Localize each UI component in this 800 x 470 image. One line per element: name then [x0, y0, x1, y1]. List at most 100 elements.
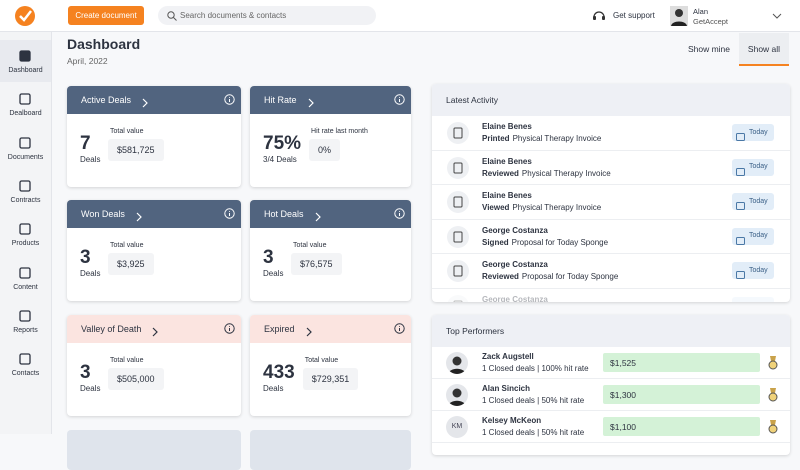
stat-card[interactable]: Hit Rate 75% 3/4 Deals Hit rate last month 0…	[250, 86, 411, 187]
performer-value: $1,100	[610, 422, 636, 432]
activity-action: Signed	[482, 237, 509, 247]
sidebar-label: Contacts	[11, 370, 40, 378]
performer-row[interactable]: Zack Augstell 1 Closed deals | 100% hit r…	[432, 347, 790, 379]
activity-object: Physical Therapy Invoice	[512, 203, 602, 213]
sidebar-item[interactable]: Reports	[0, 300, 51, 342]
info-icon	[394, 321, 405, 339]
card-placeholder	[67, 430, 241, 470]
sidebar-label: Contracts	[10, 196, 41, 204]
medal-icon	[768, 356, 778, 375]
activity-name: George Costanza	[482, 295, 548, 302]
info-icon	[224, 206, 235, 224]
small-value: 0%	[309, 139, 341, 161]
activity-object: Proposal for Today Sponge	[511, 237, 609, 247]
performer-avatar	[446, 384, 468, 406]
date-pill: Today	[732, 262, 774, 280]
sidebar-item[interactable]: Products	[0, 213, 51, 255]
support-link[interactable]: Get support	[613, 11, 655, 20]
info-icon	[224, 321, 235, 339]
date-text: Today	[749, 232, 768, 240]
performer-value-bar: $1,300	[603, 385, 760, 404]
sidebar-label: Dashboard	[8, 67, 43, 74]
performer-avatar: KM	[446, 416, 468, 438]
logo[interactable]	[14, 5, 36, 27]
activity-row[interactable]: George Costanza Signed Proposal for Today …	[432, 220, 790, 255]
sidebar-item[interactable]: Contracts	[0, 170, 51, 212]
activity-icon	[446, 225, 470, 254]
small-label: Total value	[293, 242, 327, 249]
activity-name: Elaine Benes	[482, 156, 532, 166]
date-pill: Today	[732, 158, 774, 176]
activity-icon	[446, 190, 470, 219]
small-value: $581,725	[108, 139, 164, 161]
activity-detail: Reviewed Physical Therapy Invoice	[482, 169, 611, 178]
sidebar-label: Content	[13, 283, 38, 291]
medal-icon	[768, 388, 778, 407]
activity-object: Proposal for Today Sponge	[521, 272, 619, 282]
card-header: Won Deals	[67, 200, 241, 228]
search-box[interactable]: Search documents & contacts	[158, 6, 376, 25]
create-document-button[interactable]: Create document	[68, 6, 144, 25]
date-text: Today	[749, 302, 768, 303]
small-value: $505,000	[108, 368, 164, 390]
sidebar-item[interactable]: Dashboard	[0, 40, 51, 82]
small-label: Total value	[110, 128, 144, 135]
card-header: Active Deals	[67, 86, 241, 114]
date-text: Today	[749, 163, 768, 171]
activity-row[interactable]: Elaine Benes Reviewed Physical Therapy Inv…	[432, 151, 790, 186]
activity-row[interactable]: George CostanzaViewedProposal for Today …	[432, 289, 790, 302]
sidebar-item[interactable]: Content	[0, 257, 51, 299]
sidebar-item[interactable]: Documents	[0, 127, 51, 169]
activity-row[interactable]: George Costanza Reviewed Proposal for Toda…	[432, 254, 790, 289]
sidebar-icon	[18, 352, 32, 371]
performer-row[interactable]: Alan Sincich 1 Closed deals | 50% hit rat…	[432, 379, 790, 411]
card-chevron	[305, 324, 313, 342]
card-title: Hot Deals	[264, 209, 304, 219]
card-title: Hit Rate	[264, 95, 297, 105]
card-chevron	[151, 324, 159, 342]
stat-card[interactable]: Expired 433 Deals Total value $729,351	[250, 315, 411, 416]
sidebar-item[interactable]: Dealboard	[0, 83, 51, 125]
activity-row[interactable]: Elaine Benes Printed Physical Therapy Invo…	[432, 116, 790, 151]
stat-card[interactable]: Active Deals 7 Deals Total value $581,725	[67, 86, 241, 187]
activity-detail: Reviewed Proposal for Today Sponge	[482, 272, 618, 281]
performer-name: Zack Augstell	[482, 352, 534, 361]
stat-card[interactable]: Valley of Death 3 Deals Total value $505,000	[67, 315, 241, 416]
user-menu-chevron[interactable]	[772, 12, 782, 20]
performer-row[interactable]: KM Kelsey McKeon 1 Closed deals | 50% hit …	[432, 411, 790, 443]
date-pill: Today	[732, 297, 774, 302]
search-placeholder: Search documents & contacts	[180, 11, 287, 20]
tab[interactable]: Show all	[739, 33, 789, 66]
activity-action: Reviewed	[482, 272, 519, 282]
panel-title: Latest Activity	[446, 95, 498, 105]
performer-value: $1,300	[610, 390, 636, 400]
big-number: 75%	[263, 133, 302, 154]
performer-name: Alan Sincich	[482, 384, 531, 393]
date-pill: Today	[732, 227, 774, 245]
performer-stats: 1 Closed deals | 50% hit rate	[482, 396, 585, 405]
date-text: Today	[749, 266, 768, 274]
user-avatar[interactable]	[670, 6, 688, 26]
sidebar-label: Documents	[7, 153, 44, 161]
performer-value-bar: $1,100	[603, 417, 760, 436]
tab[interactable]: Show mine	[687, 44, 731, 54]
stat-card[interactable]: Hot Deals 3 Deals Total value $76,575	[250, 200, 411, 301]
top-bar: Create document Search documents & conta…	[0, 0, 800, 32]
card-header: Valley of Death	[67, 315, 241, 343]
page-subtitle: April, 2022	[67, 56, 108, 66]
sidebar-icon	[18, 309, 32, 328]
sidebar-item[interactable]: Contacts	[0, 343, 51, 385]
stat-card[interactable]: Won Deals 3 Deals Total value $3,925	[67, 200, 241, 301]
card-title: Won Deals	[81, 209, 125, 219]
activity-icon	[446, 294, 470, 302]
card-title: Valley of Death	[81, 324, 142, 334]
info-icon	[394, 92, 405, 110]
card-chevron	[135, 209, 143, 227]
big-label: Deals	[263, 269, 284, 278]
big-number: 3	[80, 247, 91, 268]
medal-icon	[768, 420, 778, 439]
big-label: Deals	[263, 384, 284, 393]
calendar-icon	[736, 301, 745, 302]
activity-row[interactable]: Elaine Benes Viewed Physical Therapy Invoi…	[432, 185, 790, 220]
